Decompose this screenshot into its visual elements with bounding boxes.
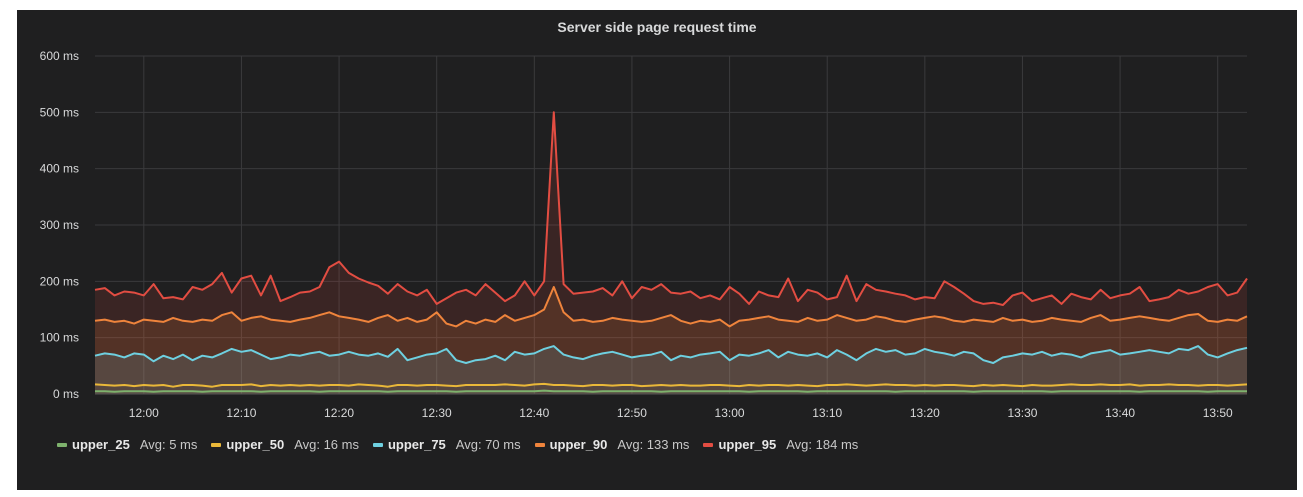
legend-avg-value: Avg: 5 ms	[139, 437, 198, 452]
x-tick-label: 13:40	[1105, 406, 1135, 420]
legend-swatch	[57, 442, 67, 447]
legend-series-name: upper_50	[226, 437, 285, 452]
legend-item-upper_95[interactable]: upper_95 Avg: 184 ms	[703, 437, 858, 452]
x-tick-label: 12:40	[519, 406, 549, 420]
x-tick-label: 13:50	[1203, 406, 1233, 420]
x-tick-label: 12:00	[129, 406, 159, 420]
legend-swatch	[703, 442, 714, 447]
series-area-upper_75	[95, 346, 1247, 394]
y-tick-label: 300 ms	[40, 218, 79, 232]
legend-avg-value: Avg: 133 ms	[617, 437, 690, 452]
legend-series-name: upper_90	[549, 437, 608, 452]
series-line-upper_95[interactable]	[94, 111, 1248, 306]
legend-series-name: upper_75	[387, 437, 446, 452]
legend-avg-value: Avg: 184 ms	[786, 437, 859, 452]
y-tick-label: 100 ms	[40, 331, 79, 345]
x-tick-label: 12:30	[422, 406, 452, 420]
series-line-upper_90[interactable]	[94, 286, 1248, 328]
y-tick-label: 200 ms	[40, 274, 79, 288]
chart-legend: upper_25 Avg: 5 ms upper_50 Avg: 16 ms upper…	[57, 437, 872, 452]
x-tick-label: 12:50	[617, 406, 647, 420]
legend-item-upper_25[interactable]: upper_25 Avg: 5 ms	[57, 437, 197, 452]
chart-plot[interactable]: 0 ms 100 ms 200 ms 300 ms 400 ms 500 ms 600 ms…	[17, 10, 1297, 430]
x-tick-label: 12:10	[226, 406, 256, 420]
series-line-upper_50[interactable]	[94, 382, 1248, 388]
legend-avg-value: Avg: 70 ms	[455, 437, 521, 452]
series-line-upper_75[interactable]	[94, 345, 1248, 364]
legend-swatch	[372, 442, 383, 447]
x-tick-label: 13:00	[715, 406, 745, 420]
legend-swatch	[211, 442, 222, 447]
graph-panel: Server side page request time 0 ms 100 ms…	[17, 10, 1297, 490]
x-tick-label: 13:30	[1007, 406, 1037, 420]
x-tick-label: 13:10	[812, 406, 842, 420]
series-line-upper_25[interactable]	[95, 389, 1247, 393]
y-tick-label: 0 ms	[53, 387, 79, 401]
legend-item-upper_90[interactable]: upper_90 Avg: 133 ms	[534, 437, 690, 452]
legend-series-name: upper_25	[72, 437, 130, 452]
legend-item-upper_75[interactable]: upper_75 Avg: 70 ms	[372, 437, 521, 452]
series-area-upper_95	[95, 112, 1247, 395]
x-tick-label: 12:20	[324, 406, 354, 420]
y-tick-label: 400 ms	[40, 162, 79, 176]
x-tick-label: 13:20	[910, 406, 940, 420]
legend-series-name: upper_95	[718, 437, 777, 452]
panel-title[interactable]: Server side page request time	[557, 19, 757, 35]
legend-item-upper_50[interactable]: upper_50 Avg: 16 ms	[211, 437, 359, 452]
series-area-upper_90	[95, 287, 1247, 394]
y-tick-label: 500 ms	[40, 105, 79, 119]
legend-avg-value: Avg: 16 ms	[294, 437, 359, 452]
y-tick-label: 600 ms	[40, 49, 79, 63]
legend-swatch	[534, 442, 545, 447]
